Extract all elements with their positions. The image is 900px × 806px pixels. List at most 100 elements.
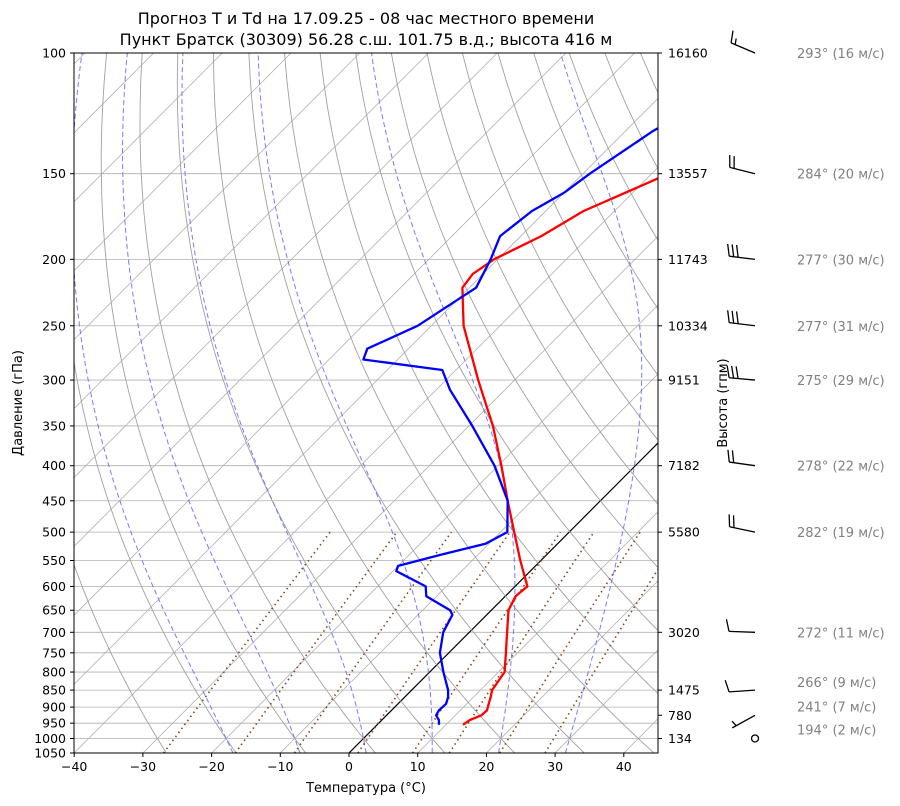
wind-barb (727, 310, 756, 327)
barb-staff (729, 689, 756, 693)
y-tick-label: 1000 (34, 731, 66, 746)
dry-adiabat (818, 53, 900, 753)
x-tick-label: 10 (410, 759, 426, 774)
dry-adiabat (176, 53, 446, 753)
barb-full (735, 244, 739, 258)
isotherm-line (142, 235, 658, 753)
isotherm-line (486, 580, 658, 753)
wind-barb (727, 449, 756, 467)
x-tick-label: −30 (130, 759, 156, 774)
wind-barb (727, 243, 756, 260)
dry-adiabat (854, 53, 900, 753)
wind-label: 277° (31 м/с) (797, 320, 885, 335)
height-tick-label: 134 (668, 731, 692, 746)
wind-barb (724, 679, 756, 693)
wind-label: 275° (29 м/с) (797, 374, 885, 389)
wind-label: 266° (9 м/с) (797, 676, 876, 691)
isotherm-line (211, 304, 658, 753)
axis-layer: −40 −30 −20 −10 0 10 20 30 40 100 150 200 250 300 350 4… (34, 46, 708, 775)
isotherm-line (74, 53, 635, 616)
x-axis-label: Температура (°C) (305, 781, 426, 796)
wind-barbs: 293° (16 м/с) 284° (20 м/с) 277° (30 м/с) 2… (724, 30, 885, 743)
dry-adiabat (712, 53, 900, 753)
y-tick-label: 700 (42, 625, 66, 640)
isotherm-line (74, 53, 292, 272)
y-tick-label: 450 (42, 493, 66, 508)
dry-adiabat (355, 53, 658, 632)
dry-adiabat (100, 53, 307, 753)
barb-full (730, 30, 734, 43)
moist-adiabat (371, 53, 516, 753)
dry-adiabat (497, 53, 658, 376)
mixing-ratio-line (544, 567, 658, 753)
mixing-ratio-line (357, 531, 511, 753)
height-tick-label: 7182 (668, 458, 700, 473)
mixing-ratio-line (293, 531, 453, 753)
y-tick-label: 850 (42, 683, 66, 698)
y-tick-label: 400 (42, 458, 66, 473)
barb-full (730, 365, 735, 379)
grid-layer (74, 53, 900, 753)
moist-adiabat (181, 53, 367, 753)
dry-adiabat (747, 53, 900, 753)
wind-label: 278° (22 м/с) (797, 460, 885, 475)
wind-barb (729, 155, 756, 175)
dry-adiabat (284, 53, 655, 753)
dry-adiabat (390, 53, 658, 569)
barb-full (727, 449, 730, 463)
height-tick-label: 11743 (668, 252, 708, 267)
height-tick-label: 10334 (668, 318, 708, 333)
dry-adiabat (639, 53, 658, 94)
dry-adiabat (426, 53, 658, 505)
wind-barb (730, 30, 756, 54)
x-tick-label: 40 (616, 759, 632, 774)
dry-adiabat (74, 563, 167, 753)
barb-full (726, 365, 730, 378)
plot-frame (73, 52, 659, 754)
dry-adiabat (74, 359, 237, 753)
calm-wind-circle (750, 734, 760, 743)
dewpoint-line (362, 126, 658, 725)
y-tick-label: 1050 (34, 746, 66, 761)
wind-barb (750, 734, 760, 743)
isotherm-line (74, 53, 361, 341)
x-tick-label: 20 (478, 759, 494, 774)
barb-half (734, 38, 737, 45)
wind-label: 277° (30 м/с) (797, 253, 885, 268)
height-tick-label: 16160 (668, 46, 708, 61)
x-tick-label: 0 (345, 759, 353, 774)
moist-adiabat (257, 53, 433, 753)
barb-half (731, 720, 737, 727)
y-tick-label: 100 (42, 46, 66, 61)
height-tick-label: 3020 (668, 625, 700, 640)
height-axis-label: Высота (гпм) (716, 358, 731, 447)
isotherm-line (74, 53, 498, 479)
isotherm-line (74, 166, 658, 753)
mixing-ratio-line (412, 531, 561, 753)
y-tick-label: 250 (42, 318, 66, 333)
x-tick-label: −40 (61, 759, 87, 774)
x-tick-label: 30 (547, 759, 563, 774)
barb-full (725, 619, 730, 632)
y-tick-label: 500 (42, 525, 66, 540)
y-tick-label: 200 (42, 252, 66, 267)
wind-barb (731, 714, 756, 729)
isotherm-line (74, 53, 567, 548)
y-tick-label: 900 (42, 700, 66, 715)
x-tick-label: −10 (267, 759, 293, 774)
y-tick-label: 750 (42, 645, 66, 660)
x-tick-label: −20 (198, 759, 224, 774)
dry-adiabat (676, 53, 900, 753)
chart-title-line-2: Пункт Братск (30309) 56.28 с.ш. 101.75 в… (120, 30, 613, 49)
moist-adiabat (560, 53, 643, 753)
wind-barb (728, 514, 756, 533)
isotherm-line (623, 718, 658, 753)
y-tick-label: 150 (42, 166, 66, 181)
y-tick-label: 950 (42, 716, 66, 731)
dry-adiabat (783, 53, 900, 753)
height-tick-label: 9151 (668, 373, 700, 388)
y-tick-label: 550 (42, 553, 66, 568)
y-tick-label: 650 (42, 603, 66, 618)
height-tick-label: 780 (668, 708, 692, 723)
y-axis-label: Давление (гПа) (11, 350, 26, 456)
